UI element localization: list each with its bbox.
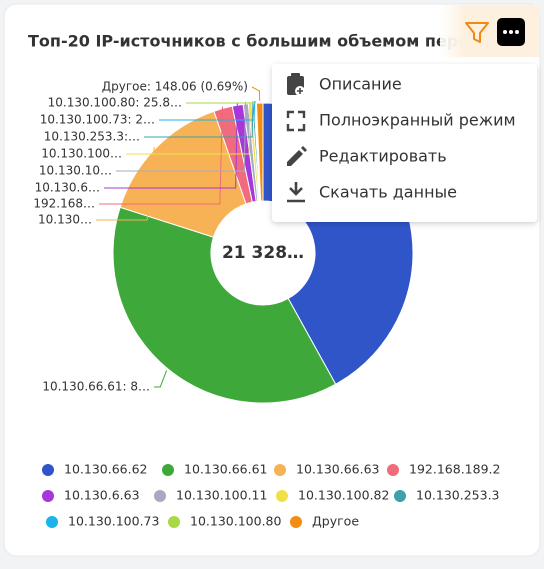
chart-title: Топ-20 IP-источников с большим объемом п… [28, 32, 482, 51]
context-menu: Описание Полноэкранный режим Редактирова… [272, 64, 537, 222]
leader-line [144, 101, 254, 138]
legend-marker [42, 490, 54, 502]
legend-label: 10.130.66.61 [184, 462, 268, 477]
icon-download [287, 182, 305, 203]
legend-marker [46, 516, 58, 528]
leader-line [104, 103, 238, 189]
leader-line [126, 101, 251, 155]
legend-label: 192.168.189.2 [409, 462, 500, 477]
menu-item[interactable]: Полноэкранный режим [319, 111, 516, 130]
menu-item[interactable]: Скачать данные [319, 183, 457, 202]
legend-marker [42, 464, 54, 476]
donut-slice [119, 110, 247, 238]
legend-marker [276, 490, 288, 502]
legend-label: 10.130.66.62 [64, 462, 148, 477]
data-label: 10.130.100.80: 25.8… [48, 96, 182, 110]
leader-line [116, 101, 247, 172]
leader-line [251, 86, 261, 102]
legend-label: 10.130.100.73 [68, 514, 159, 529]
leader-line [154, 370, 168, 388]
menu-item[interactable]: Редактировать [319, 147, 447, 166]
legend-label: 10.130.100.80 [190, 514, 281, 529]
donut-slice [255, 102, 264, 202]
icon-edit [287, 146, 307, 166]
legend-marker [154, 490, 166, 502]
legend-marker [274, 464, 286, 476]
leader-line [99, 106, 223, 205]
legend-label: 10.130.100.11 [176, 488, 267, 503]
data-label: 192.168… [33, 197, 95, 211]
legend: 10.130.66.62 10.130.66.61 10.130.66.63 192.… [42, 462, 500, 529]
data-label: 10.130.253.3:… [44, 130, 140, 144]
legend-marker [394, 490, 406, 502]
data-label: 10.130… [38, 213, 92, 227]
menu-panel [272, 64, 537, 222]
data-label: 10.130.100.73: 2… [40, 113, 155, 127]
data-label: 10.130.100… [41, 147, 122, 161]
leader-line [186, 101, 257, 104]
legend-marker [168, 516, 180, 528]
legend-label: 10.130.100.82 [298, 488, 389, 503]
legend-label: 10.130.253.3 [416, 488, 500, 503]
data-label: Другое: 148.06 (0.69%) [102, 80, 248, 94]
data-label: 10.130.66.61: 8… [42, 380, 150, 394]
legend-label: 10.130.66.63 [296, 462, 380, 477]
icon-description [287, 73, 305, 96]
donut-slice [112, 206, 337, 404]
center-label: 21 328… [222, 243, 304, 263]
leader-line [159, 101, 256, 121]
data-label: 10.130.10… [39, 164, 112, 178]
legend-marker [162, 464, 174, 476]
icon-fullscreen [286, 110, 306, 132]
legend-label: 10.130.6.63 [64, 488, 140, 503]
more-button[interactable] [497, 18, 525, 46]
filter-button[interactable] [465, 22, 489, 43]
legend-marker [290, 516, 302, 528]
legend-label: Другое [312, 514, 359, 529]
legend-marker [387, 464, 399, 476]
donut: 10.130.66.61: 8… 10.130… 192.168… 10.130.6…… [33, 80, 414, 404]
menu-item[interactable]: Описание [319, 75, 402, 94]
data-label: 10.130.6… [35, 181, 100, 195]
